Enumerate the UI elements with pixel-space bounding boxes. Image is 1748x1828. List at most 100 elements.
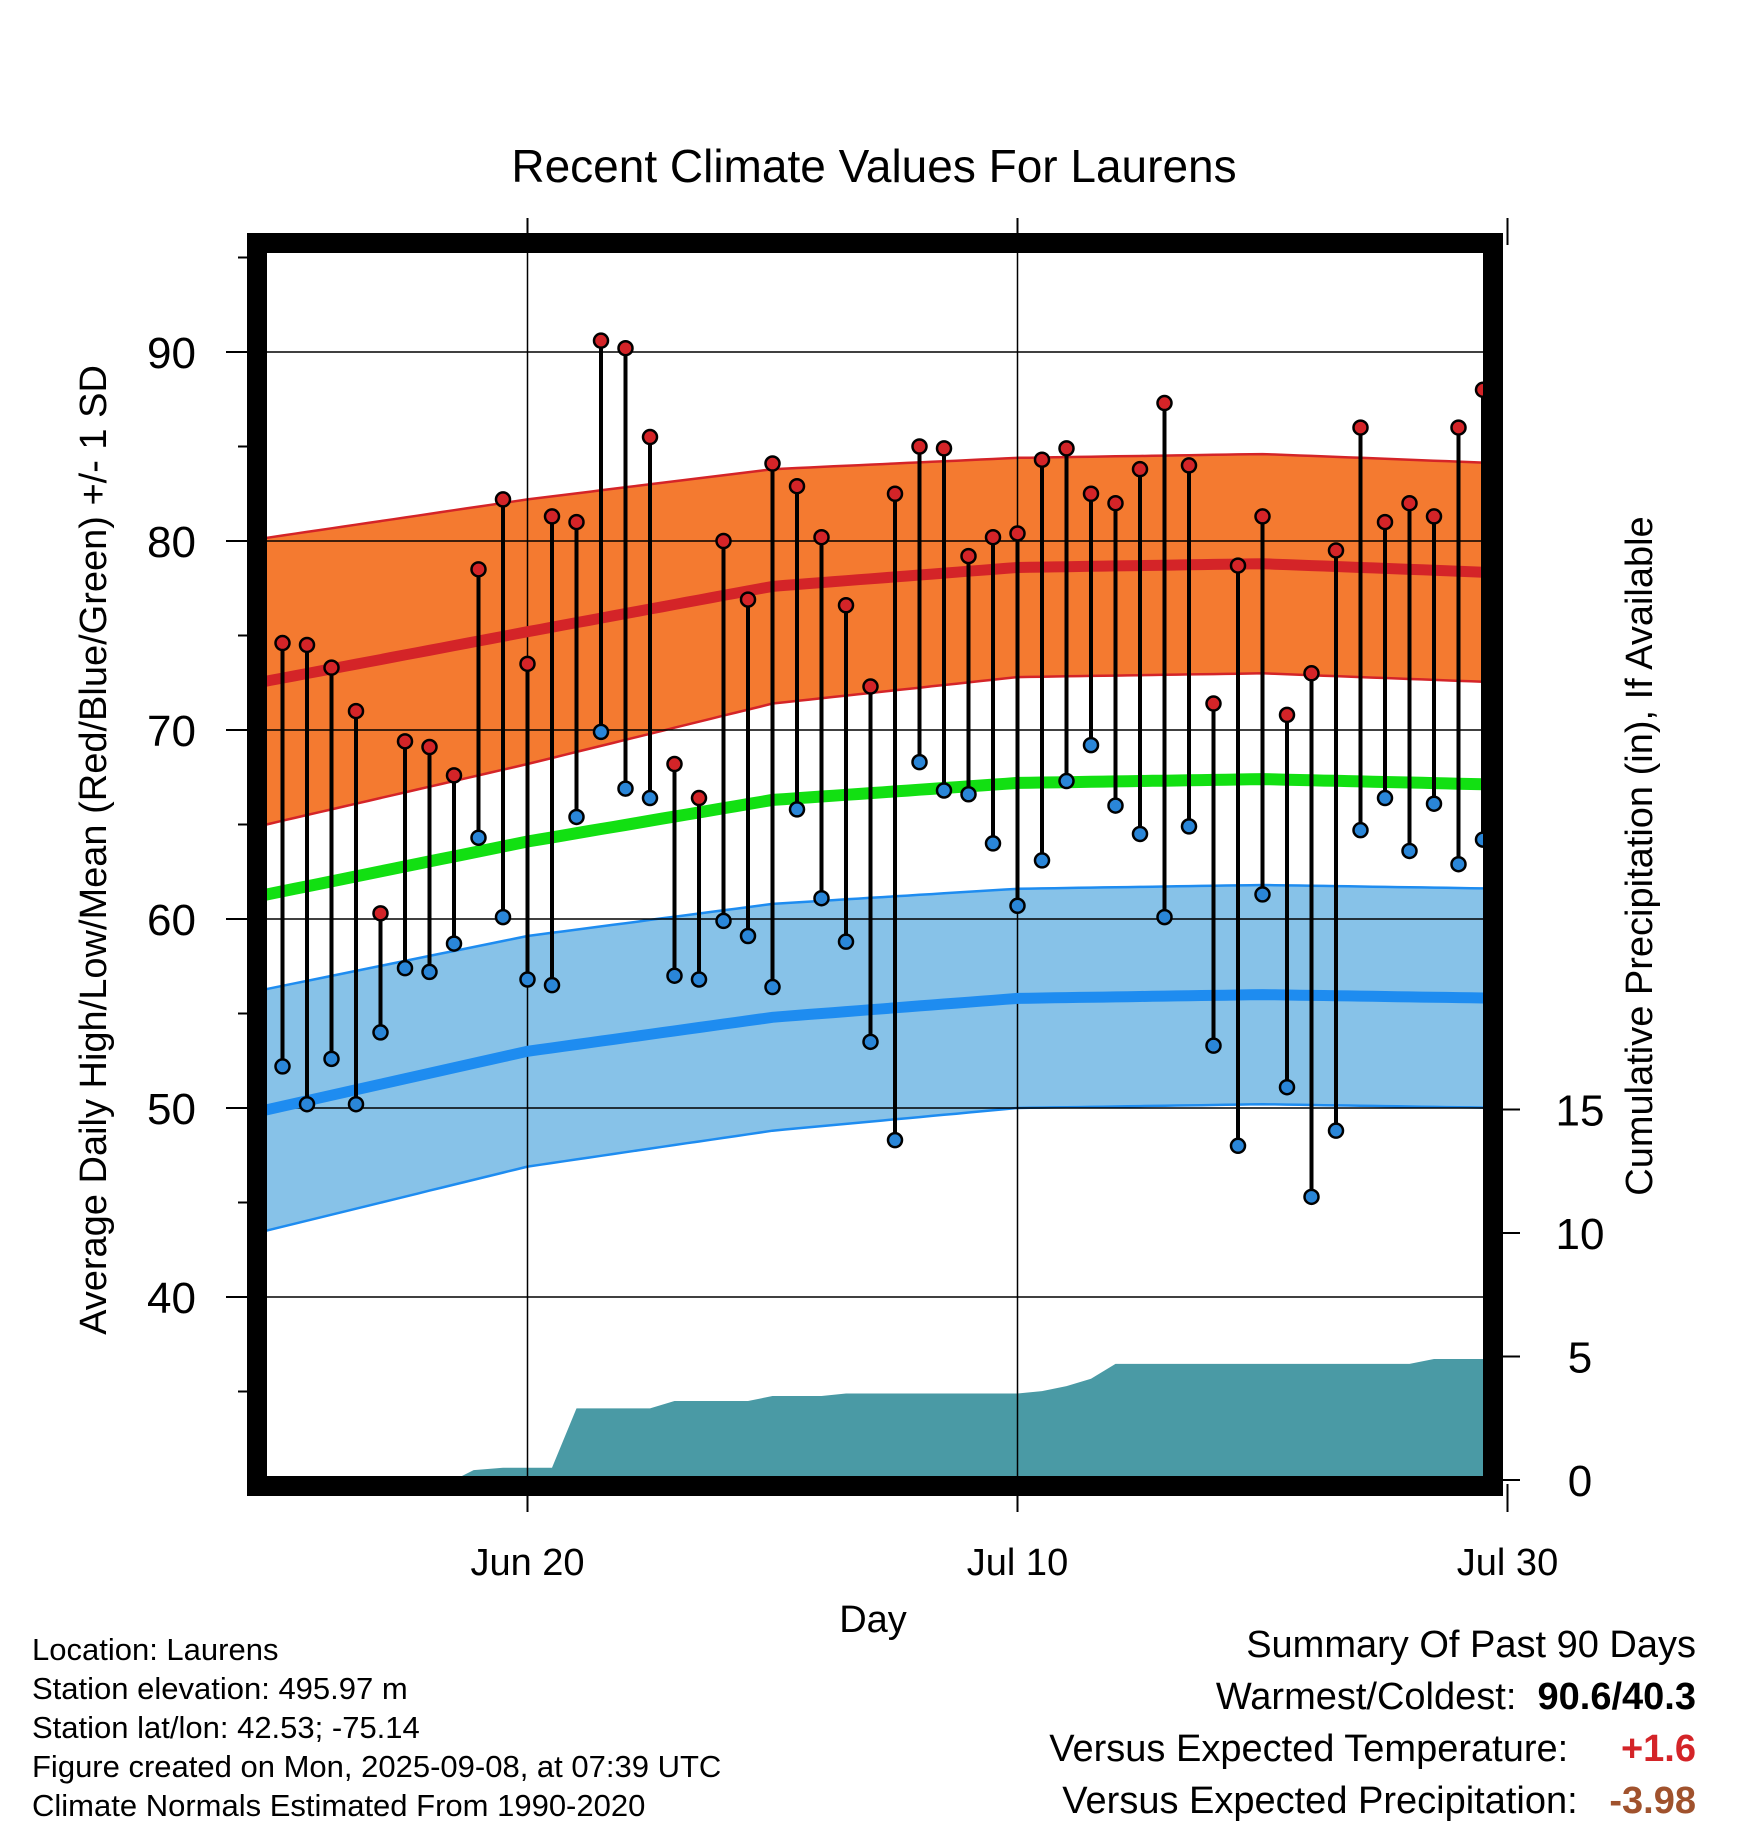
daily-low-point [739, 927, 757, 945]
daily-high-point [1278, 706, 1296, 724]
summary-title: Summary Of Past 90 Days [1246, 1624, 1696, 1666]
temp-value: +1.6 [1620, 1728, 1696, 1770]
summary-warm-cold: Warmest/Coldest: 90.6/40.3 [1216, 1678, 1696, 1716]
daily-low-point [1107, 797, 1124, 814]
daily-low-point [715, 912, 732, 930]
daily-low-point [960, 786, 977, 803]
daily-low-point [568, 808, 585, 826]
daily-high-point [592, 332, 610, 349]
daily-high-point [1058, 440, 1075, 457]
elevation-text: Station elevation: 495.97 m [32, 1671, 408, 1706]
y-tick-label: 80 [147, 518, 196, 567]
daily-low-point [445, 935, 463, 952]
daily-low-point [911, 753, 928, 771]
daily-high-point [568, 513, 585, 531]
x-axis-label: Day [839, 1599, 907, 1641]
x-tick-label: Jun 20 [470, 1542, 584, 1584]
y-tick-label: 70 [147, 707, 196, 756]
daily-high-point [1229, 557, 1247, 574]
daily-high-point [715, 532, 732, 550]
daily-low-point [372, 1024, 389, 1041]
daily-high-point [1425, 508, 1443, 525]
daily-low-point [1131, 825, 1149, 843]
daily-low-point [1721, 906, 1735, 920]
daily-high-point [347, 702, 365, 720]
y-axis-label: Average Daily High/Low/Mean (Red/Blue/Gr… [73, 365, 115, 1335]
temp-label: Versus Expected Temperature: [1049, 1728, 1569, 1770]
daily-high-point [960, 547, 977, 565]
daily-high-point [1107, 494, 1124, 512]
daily-high-point [1180, 457, 1198, 474]
daily-low-point [470, 829, 487, 846]
x-tick-label: Jul 10 [967, 1542, 1068, 1584]
daily-high-point [1033, 451, 1051, 468]
daily-low-point [421, 963, 438, 981]
y2-tick-label: 5 [1568, 1334, 1592, 1383]
daily-high-point [788, 477, 806, 495]
daily-high-point [935, 440, 953, 457]
daily-low-point [298, 1095, 316, 1113]
daily-low-point [617, 780, 634, 797]
daily-high-point [1401, 494, 1418, 512]
daily-low-point [592, 723, 610, 741]
daily-low-point [323, 1050, 340, 1068]
daily-high-point [813, 528, 830, 546]
daily-high-point [298, 636, 316, 654]
daily-high-point [274, 634, 291, 652]
daily-high-point [445, 767, 463, 784]
daily-low-point [1599, 1146, 1613, 1160]
daily-low-point [1352, 821, 1369, 839]
daily-low-point [1009, 897, 1026, 915]
daily-low-point [666, 967, 683, 984]
y2-tick-label: 15 [1556, 1087, 1605, 1136]
x-tick-label: Jul 30 [1457, 1542, 1558, 1584]
daily-high-point [911, 438, 928, 455]
daily-low-point [1156, 908, 1173, 926]
daily-high-point [1254, 508, 1271, 525]
summary-temp: Versus Expected Temperature: +1.6 [1049, 1730, 1696, 1768]
precip-value: -3.98 [1609, 1780, 1696, 1822]
cumulative-precip-area [259, 1357, 1491, 1484]
daily-low-point [935, 782, 953, 799]
daily-high-point [372, 905, 389, 922]
high-sd-band [259, 454, 1491, 827]
y-tick-label: 50 [147, 1085, 196, 1134]
daily-high-point [1303, 665, 1320, 682]
daily-low-point [1425, 795, 1443, 812]
daily-high-point [862, 678, 879, 695]
daily-low-point [274, 1058, 291, 1075]
daily-high-point [494, 491, 512, 508]
daily-high-point [886, 485, 904, 502]
daily-low-point [984, 835, 1002, 852]
daily-high-point [519, 655, 536, 673]
low-sd-band [259, 885, 1491, 1233]
daily-high-point [1599, 583, 1613, 597]
y2-tick-label: 10 [1556, 1210, 1605, 1259]
daily-high-point [1205, 695, 1222, 712]
daily-high-point [1327, 542, 1345, 559]
daily-low-point [1525, 993, 1539, 1007]
latlon-text: Station lat/lon: 42.53; -75.14 [32, 1710, 420, 1745]
chart-title: Recent Climate Values For Laurens [511, 140, 1236, 192]
daily-low-point [1229, 1137, 1247, 1155]
y-tick-label: 90 [147, 329, 196, 378]
daily-high-point [739, 591, 757, 608]
daily-low-point [1376, 789, 1394, 807]
daily-high-point [1672, 577, 1686, 591]
summary-precip: Versus Expected Precipitation: -3.98 [1062, 1782, 1696, 1820]
daily-low-point [1180, 818, 1198, 835]
daily-low-point [1254, 886, 1271, 903]
daily-low-point [543, 976, 561, 994]
daily-low-point [1058, 772, 1075, 790]
daily-high-point [1574, 666, 1588, 680]
daily-low-point [1303, 1188, 1320, 1206]
daily-low-point [1574, 1150, 1588, 1164]
daily-high-point [543, 508, 561, 525]
daily-high-point [323, 659, 340, 676]
daily-low-point [788, 801, 806, 818]
daily-high-point [690, 789, 708, 807]
daily-high-point [1352, 419, 1369, 436]
daily-low-point [813, 889, 830, 907]
daily-high-point [1648, 477, 1662, 491]
